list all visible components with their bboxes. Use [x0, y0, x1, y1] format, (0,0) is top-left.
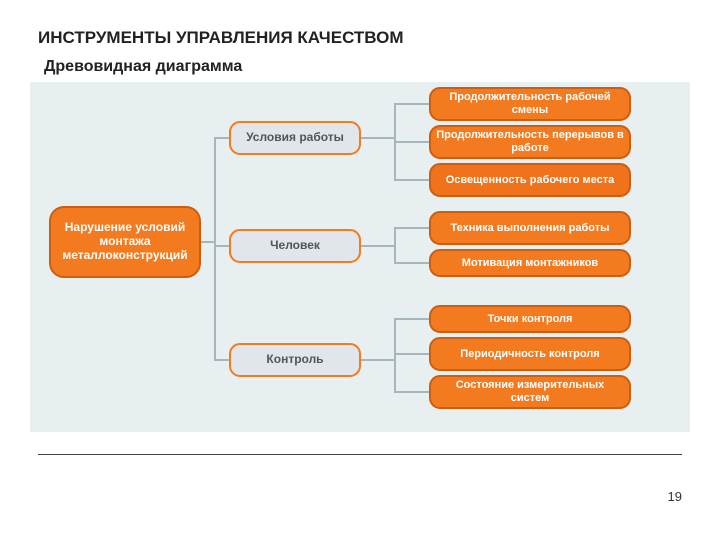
footer-divider — [38, 454, 682, 455]
tree-diagram: Нарушение условий монтажа металлоконстру… — [30, 82, 690, 432]
tree-node-human: Человек — [230, 230, 360, 262]
tree-node-label: Состояние измерительных систем — [430, 376, 630, 408]
tree-node-root: Нарушение условий монтажа металлоконстру… — [50, 207, 200, 277]
tree-node-k2: Периодичность контроля — [430, 338, 630, 370]
page-number: 19 — [668, 489, 682, 504]
tree-node-label: Мотивация монтажников — [430, 250, 630, 276]
tree-node-ctrl: Контроль — [230, 344, 360, 376]
tree-node-k3: Состояние измерительных систем — [430, 376, 630, 408]
tree-node-label: Нарушение условий монтажа металлоконстру… — [50, 207, 200, 277]
tree-node-cond: Условия работы — [230, 122, 360, 154]
tree-node-label: Освещенность рабочего места — [430, 164, 630, 196]
tree-node-k1: Точки контроля — [430, 306, 630, 332]
tree-node-h1: Техника выполнения работы — [430, 212, 630, 244]
tree-node-label: Человек — [230, 230, 360, 262]
tree-node-label: Техника выполнения работы — [430, 212, 630, 244]
page-subtitle: Древовидная диаграмма — [44, 58, 242, 76]
tree-node-label: Контроль — [230, 344, 360, 376]
tree-node-label: Условия работы — [230, 122, 360, 154]
tree-node-label: Продолжительность рабочей смены — [430, 88, 630, 120]
page-title: ИНСТРУМЕНТЫ УПРАВЛЕНИЯ КАЧЕСТВОМ — [38, 28, 404, 48]
tree-node-h2: Мотивация монтажников — [430, 250, 630, 276]
tree-node-c3: Освещенность рабочего места — [430, 164, 630, 196]
tree-node-label: Точки контроля — [430, 306, 630, 332]
slide: ИНСТРУМЕНТЫ УПРАВЛЕНИЯ КАЧЕСТВОМ Древови… — [0, 0, 720, 540]
tree-node-c2: Продолжительность перерывов в работе — [430, 126, 630, 158]
tree-node-label: Периодичность контроля — [430, 338, 630, 370]
tree-node-c1: Продолжительность рабочей смены — [430, 88, 630, 120]
tree-node-label: Продолжительность перерывов в работе — [430, 126, 630, 158]
